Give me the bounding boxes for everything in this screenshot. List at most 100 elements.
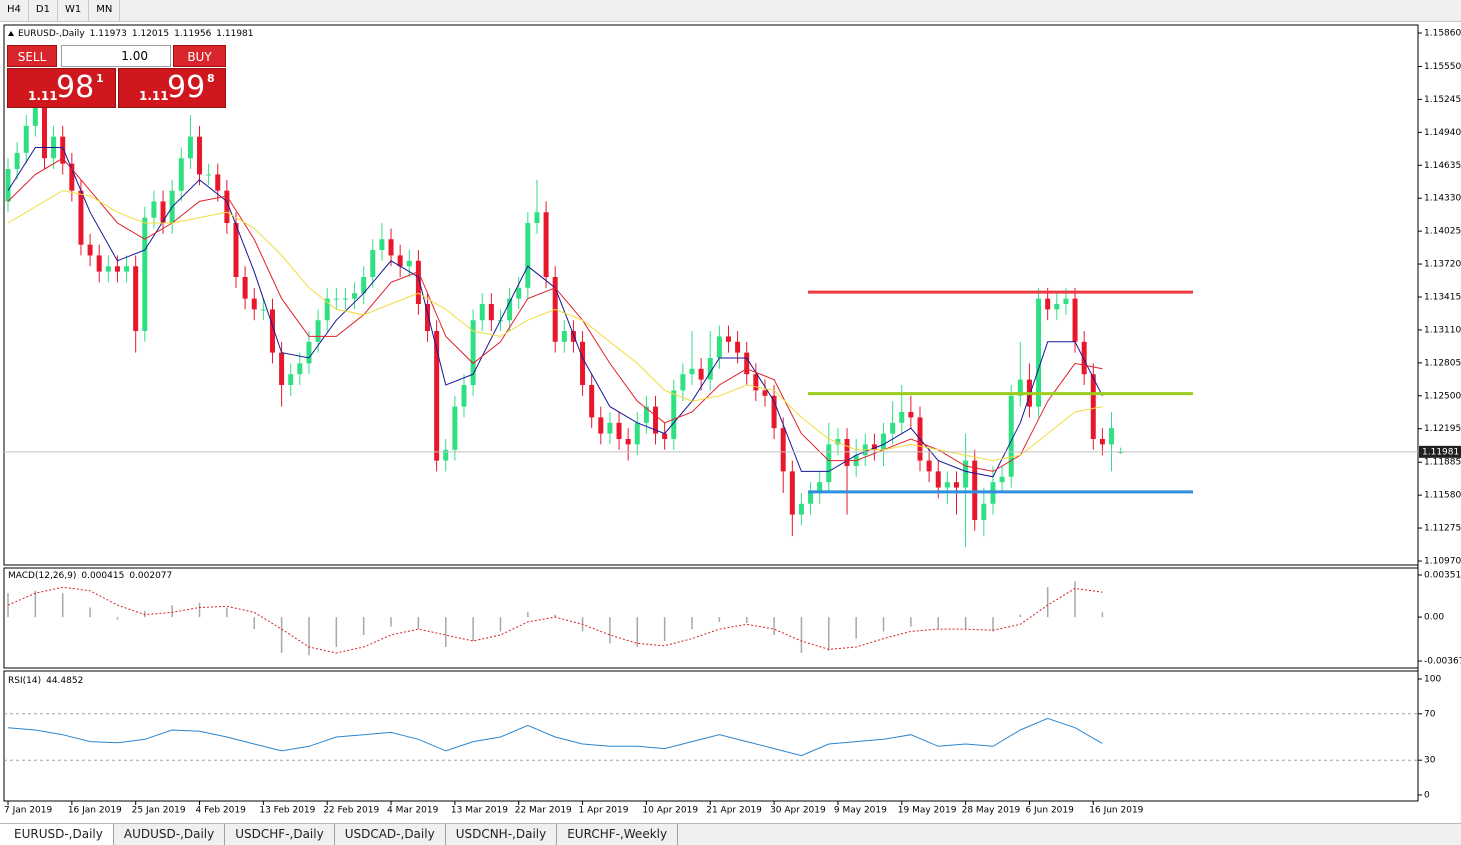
- x-tick-label: 16 Jun 2019: [1089, 806, 1143, 816]
- bid-price[interactable]: 1.11 98 1: [7, 68, 116, 108]
- candle-body: [753, 374, 759, 391]
- candle-body: [178, 158, 184, 191]
- candle-body: [142, 217, 148, 332]
- label-part: 44.4852: [46, 676, 83, 686]
- lot-input[interactable]: 1.00: [61, 45, 171, 67]
- label-part: 1.11981: [216, 29, 253, 39]
- price-pip: 8: [207, 72, 215, 85]
- candle-body: [269, 309, 275, 353]
- candle-body: [634, 422, 640, 445]
- candle-body: [543, 212, 549, 278]
- candle-body: [680, 374, 686, 391]
- ask-price[interactable]: 1.11 99 8: [118, 68, 226, 108]
- candle-body: [507, 298, 513, 321]
- candle-body: [452, 406, 458, 450]
- x-tick-label: 30 Apr 2019: [770, 806, 826, 816]
- candle-body: [397, 255, 403, 267]
- candle-body: [379, 239, 385, 251]
- candle-body: [434, 331, 440, 461]
- candle-body: [826, 444, 832, 483]
- chart-tab[interactable]: AUDUSD-,Daily: [114, 824, 226, 845]
- y-tick-label: 1.14635: [1424, 161, 1461, 171]
- candle-body: [570, 331, 576, 342]
- buy-button[interactable]: BUY: [173, 45, 226, 67]
- chart-tab[interactable]: USDCNH-,Daily: [446, 824, 558, 845]
- candle-body: [871, 444, 877, 450]
- y-tick-label: 1.13415: [1424, 293, 1461, 303]
- candle-body: [926, 460, 932, 472]
- sell-button[interactable]: SELL: [7, 45, 57, 67]
- candle-body: [899, 411, 905, 423]
- chart-tab[interactable]: EURUSD-,Daily: [0, 824, 114, 845]
- candle-body: [197, 136, 203, 175]
- candle-body: [762, 390, 768, 396]
- candle-body: [1072, 298, 1078, 342]
- y-tick-label: 0: [1424, 791, 1430, 801]
- candle-body: [944, 482, 950, 488]
- candle-body: [105, 266, 111, 272]
- candle-body: [662, 433, 668, 439]
- candle-body: [461, 385, 467, 407]
- indicator-label: EURUSD-,Daily 1.11973 1.12015 1.11956 1.1198…: [18, 29, 254, 39]
- price-prefix: 1.11: [28, 89, 58, 103]
- x-tick-label: 22 Mar 2019: [515, 806, 572, 816]
- timeframe-tab[interactable]: MN: [89, 0, 121, 21]
- chart-tab[interactable]: USDCAD-,Daily: [335, 824, 446, 845]
- chart-tab[interactable]: USDCHF-,Daily: [225, 824, 335, 845]
- candle-body: [87, 244, 93, 256]
- y-tick-label: 30: [1424, 756, 1436, 766]
- candle-body: [233, 223, 239, 278]
- candle-body: [1109, 428, 1115, 445]
- y-tick-label: 0.003518: [1424, 571, 1461, 581]
- y-tick-label: 1.11885: [1424, 458, 1461, 468]
- x-tick-label: 6 Jun 2019: [1025, 806, 1074, 816]
- candle-body: [1099, 438, 1105, 445]
- candle-body: [133, 266, 139, 332]
- candle-body: [370, 250, 376, 278]
- x-tick-label: 13 Mar 2019: [451, 806, 508, 816]
- candle-body: [689, 368, 695, 375]
- x-tick-label: 1 Apr 2019: [579, 806, 629, 816]
- candle-body: [23, 125, 29, 153]
- y-tick-label: 1.12805: [1424, 358, 1461, 368]
- last-price-tag: [1419, 445, 1461, 458]
- candle-body: [744, 352, 750, 375]
- candle-body: [1017, 379, 1023, 396]
- indicator-label: RSI(14) 44.4852: [8, 676, 83, 686]
- timeframe-tab[interactable]: D1: [29, 0, 58, 21]
- y-tick-label: 1.13110: [1424, 325, 1461, 335]
- candle-body: [160, 201, 166, 224]
- candle-body: [206, 174, 212, 176]
- candle-body: [470, 320, 476, 385]
- y-tick-label: 1.15860: [1424, 29, 1461, 39]
- candle-body: [1118, 451, 1124, 454]
- candle-body: [1054, 304, 1060, 310]
- timeframe-tab[interactable]: W1: [58, 0, 90, 21]
- candle-body: [716, 336, 722, 359]
- y-tick-label: 1.15245: [1424, 95, 1461, 105]
- candle-body: [963, 460, 969, 488]
- y-tick-label: -0.00367: [1424, 657, 1461, 667]
- candle-body: [890, 422, 896, 434]
- label-part: 0.000415: [81, 571, 124, 581]
- candle-body: [288, 374, 294, 385]
- label-part: 1.11973: [90, 29, 127, 39]
- candle-body: [306, 341, 312, 364]
- candle-body: [835, 438, 841, 445]
- x-tick-label: 10 Apr 2019: [642, 806, 698, 816]
- timeframe-tab[interactable]: H4: [0, 0, 29, 21]
- candle-body: [953, 482, 959, 488]
- x-tick-label: 16 Jan 2019: [68, 806, 122, 816]
- moving-average: [7, 157, 1103, 472]
- candle-body: [589, 385, 595, 418]
- candle-body: [525, 223, 531, 288]
- one-click-trading: SELL 1.00 BUY 1.11 98 1 1.11 99 8: [6, 44, 227, 109]
- candle-body: [352, 293, 358, 299]
- collapse-icon: [8, 31, 14, 36]
- candle-body: [698, 368, 704, 380]
- chart-tab[interactable]: EURCHF-,Weekly: [557, 824, 679, 845]
- x-tick-label: 4 Feb 2019: [196, 806, 247, 816]
- y-tick-label: 100: [1424, 675, 1441, 685]
- candle-body: [999, 476, 1005, 483]
